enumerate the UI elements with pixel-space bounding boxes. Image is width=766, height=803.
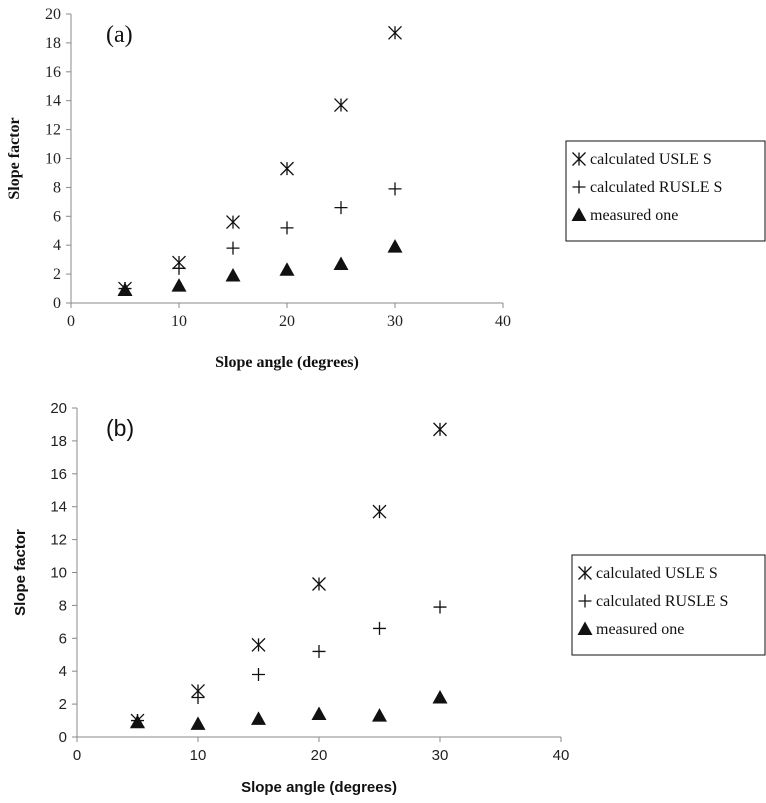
legend-label: calculated USLE S — [596, 565, 718, 582]
legend-asterisk-icon — [578, 566, 592, 580]
series-asterisk — [130, 422, 447, 728]
x-tick-label: 40 — [553, 747, 570, 764]
y-tick-label: 10 — [50, 565, 67, 582]
data-point-triangle — [117, 282, 133, 296]
legend-asterisk-icon — [572, 152, 586, 166]
data-point-asterisk — [334, 98, 348, 112]
y-tick-label: 4 — [53, 237, 61, 254]
panel-label: (a) — [106, 22, 133, 48]
x-tick-label: 40 — [495, 313, 511, 330]
data-point-plus — [252, 667, 265, 681]
x-tick-label: 0 — [67, 313, 75, 330]
y-tick-label: 4 — [59, 663, 67, 680]
data-point-plus — [433, 600, 447, 614]
data-point-triangle — [190, 716, 206, 730]
data-point-plus — [226, 241, 240, 255]
data-point-plus — [312, 644, 326, 658]
legend-label: calculated RUSLE S — [590, 179, 722, 196]
y-tick-label: 0 — [53, 295, 61, 312]
x-tick-label: 10 — [190, 747, 207, 764]
data-point-asterisk — [251, 637, 266, 652]
y-tick-label: 14 — [45, 93, 61, 110]
y-tick-label: 20 — [50, 400, 67, 417]
data-point-triangle — [130, 714, 145, 729]
series-triangle — [130, 690, 448, 730]
chart-panel-b: 0 2 4 6 8 10 12 14 16 18 20 0 10 20 30 40 Slope angle (d… — [12, 400, 766, 796]
data-point-asterisk — [312, 577, 326, 591]
legend-label: calculated RUSLE S — [596, 593, 728, 610]
data-point-triangle — [251, 711, 266, 725]
y-tick-label: 16 — [50, 466, 67, 483]
x-axis-title: Slope angle (degrees) — [241, 779, 397, 796]
data-point-asterisk — [372, 504, 387, 519]
data-point-asterisk — [280, 161, 294, 176]
y-tick-label: 0 — [59, 729, 67, 746]
data-point-triangle — [372, 708, 387, 722]
series-plus — [118, 182, 402, 296]
data-point-triangle — [225, 268, 241, 282]
legend-box — [571, 554, 766, 656]
data-point-plus — [334, 201, 348, 215]
data-point-triangle — [311, 706, 327, 720]
y-tick-label: 8 — [59, 597, 67, 614]
y-tick-label: 12 — [50, 532, 67, 549]
data-point-triangle — [171, 278, 187, 292]
legend: calculated USLE S calculated RUSLE S measu… — [571, 554, 766, 656]
data-point-plus — [191, 691, 205, 705]
y-tick-label: 18 — [45, 35, 61, 52]
y-tick-label: 20 — [45, 6, 61, 23]
y-tick-label: 2 — [59, 696, 67, 713]
series-triangle — [117, 239, 403, 296]
y-axis-title: Slope factor — [6, 117, 23, 199]
legend-label: measured one — [596, 621, 684, 638]
y-tick-label: 8 — [53, 179, 61, 196]
legend-plus-icon — [578, 594, 592, 608]
y-axis-title: Slope factor — [12, 529, 29, 616]
y-tick-label: 12 — [45, 122, 61, 139]
y-tick-label: 18 — [50, 433, 67, 450]
legend-triangle-icon — [571, 207, 587, 221]
data-point-plus — [388, 182, 402, 196]
y-tick-label: 6 — [53, 208, 61, 225]
legend: calculated USLE S calculated RUSLE S measu… — [565, 140, 766, 242]
y-tick-label: 6 — [59, 630, 67, 647]
data-point-plus — [373, 621, 386, 635]
y-tick-label: 2 — [53, 266, 61, 283]
chart-panel-a: 0 2 4 6 8 10 12 14 16 18 20 0 10 20 30 40 Slope angle (d… — [6, 6, 766, 371]
y-tick-label: 16 — [45, 64, 61, 81]
series-plus — [131, 600, 447, 728]
data-point-plus — [172, 261, 186, 275]
data-point-asterisk — [388, 25, 402, 40]
legend-plus-icon — [572, 180, 586, 194]
legend-box — [565, 140, 766, 242]
legend-triangle-icon — [577, 621, 593, 635]
data-point-plus — [280, 221, 294, 235]
x-tick-label: 0 — [73, 747, 81, 764]
x-tick-label: 30 — [387, 313, 403, 330]
panel-label: (b) — [106, 415, 134, 441]
data-point-triangle — [387, 239, 403, 253]
data-point-triangle — [432, 690, 448, 704]
series-asterisk — [118, 25, 402, 296]
x-axis-title: Slope angle (degrees) — [215, 354, 359, 371]
data-point-asterisk — [433, 422, 447, 437]
data-point-triangle — [279, 262, 295, 276]
y-tick-label: 10 — [45, 151, 61, 168]
x-tick-label: 30 — [432, 747, 449, 764]
x-tick-label: 20 — [311, 747, 328, 764]
y-tick-label: 14 — [50, 499, 67, 516]
legend-label: calculated USLE S — [590, 151, 712, 168]
legend-label: measured one — [590, 207, 678, 224]
x-tick-label: 20 — [279, 313, 295, 330]
x-tick-label: 10 — [171, 313, 187, 330]
data-point-asterisk — [226, 215, 240, 230]
data-point-triangle — [333, 256, 349, 270]
